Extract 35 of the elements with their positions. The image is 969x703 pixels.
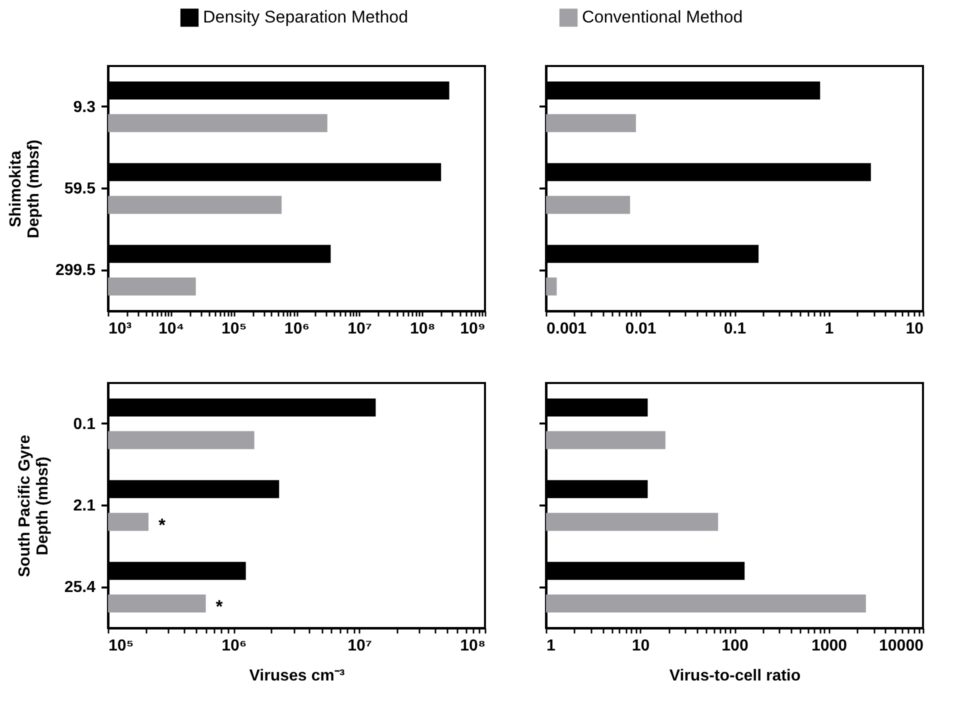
x-axis-title: Virus-to-cell ratio [669, 668, 801, 684]
x-tick-label: 0.1 [724, 320, 746, 338]
x-axis-title: Viruses cm⁻³ [249, 668, 345, 684]
x-tick-label: 10⁵ [108, 638, 134, 654]
x-tick-label: 10³ [108, 320, 132, 338]
legend-label: Conventional Method [582, 8, 743, 27]
x-tick-label: 10⁴ [158, 320, 184, 338]
y-tick-label: 9.3 [73, 98, 96, 116]
y-axis-title: Shimokita Depth (mbsf) [7, 140, 42, 238]
x-tick-label: 10⁸ [460, 638, 486, 654]
y-tick-label: 0.1 [73, 416, 96, 433]
data-label: * [216, 596, 223, 616]
y-tick-label: 25.4 [64, 579, 96, 596]
legend-label: Density Separation Method [203, 8, 408, 27]
x-tick-label: 0.01 [625, 320, 656, 338]
y-tick-label: 2.1 [73, 498, 96, 514]
x-tick-label: 10⁷ [348, 638, 372, 654]
x-tick-label: 10⁸ [410, 320, 436, 338]
x-tick-label: 10⁵ [222, 320, 247, 338]
x-tick-label: 1 [824, 320, 834, 338]
x-tick-label: 10⁶ [222, 638, 247, 654]
x-tick-label: 10 [632, 638, 650, 654]
y-tick-label: 299.5 [55, 262, 96, 280]
x-tick-label: 10⁶ [284, 320, 310, 338]
data-label: * [158, 514, 166, 535]
x-tick-label: 1 [546, 638, 556, 654]
x-tick-label: 10 [906, 320, 924, 338]
x-tick-label: 10⁷ [348, 320, 372, 338]
x-tick-label: 0.001 [546, 320, 587, 338]
x-tick-label: 10000 [879, 638, 924, 654]
y-axis-title: South Pacific Gyre Depth (mbsf) [16, 434, 52, 578]
x-tick-label: 10⁹ [460, 320, 486, 338]
y-tick-label: 59.5 [64, 180, 96, 198]
x-tick-label: 1000 [811, 638, 848, 654]
x-tick-label: 100 [722, 638, 748, 654]
